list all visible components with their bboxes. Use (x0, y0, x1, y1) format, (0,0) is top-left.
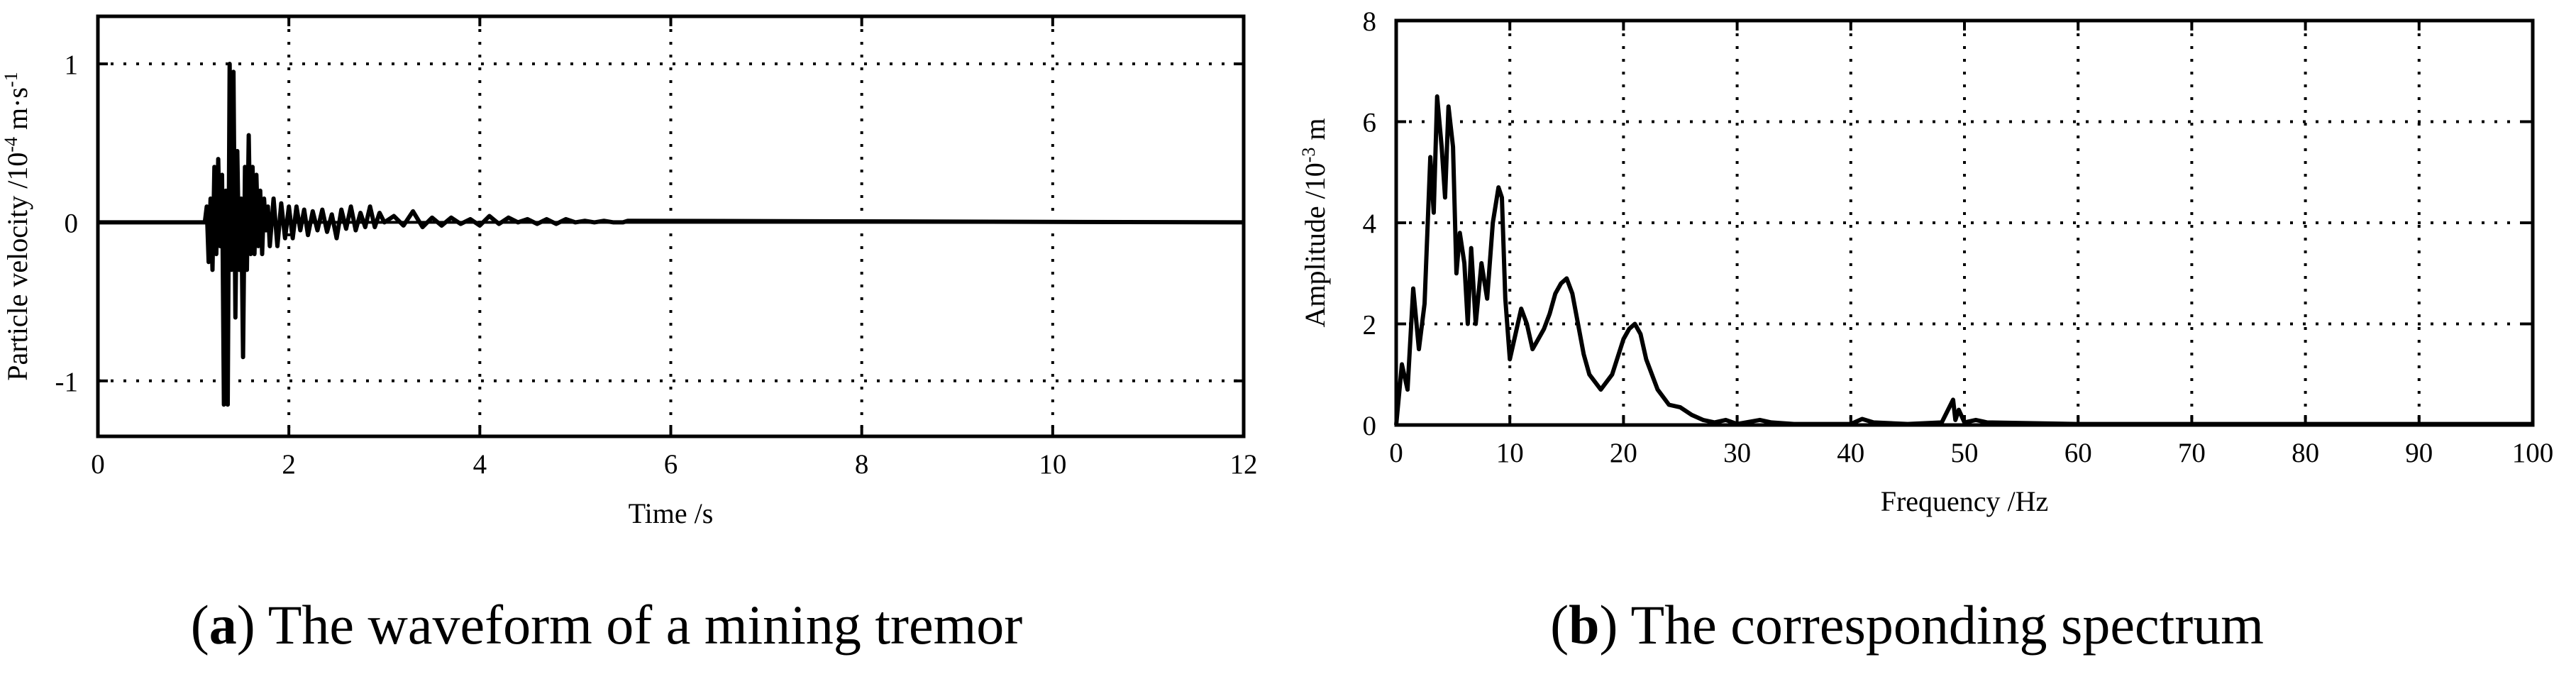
x-tick-label: 4 (473, 449, 487, 480)
x-tick-label: 10 (1039, 449, 1066, 480)
chart-spectrum: 0 10 20 30 40 50 60 70 80 90 100 0 2 4 6 8 Frequency /Hz… (1298, 6, 2554, 656)
y-tick-label: -1 (55, 367, 79, 397)
data-line (98, 62, 1244, 407)
x-axis-label: Time /s (629, 497, 714, 529)
y-tick-label: 0 (65, 208, 79, 238)
x-tick-label: 6 (664, 449, 678, 480)
x-tick-label: 50 (1951, 438, 1979, 468)
x-tick-label: 20 (1610, 438, 1637, 468)
y-tick-label: 2 (1363, 310, 1377, 341)
x-tick-label: 10 (1496, 438, 1524, 468)
y-tick-label: 6 (1363, 108, 1377, 138)
chart-caption: (b) The corresponding spectrum (1550, 594, 2264, 656)
y-tick-label: 4 (1363, 209, 1377, 239)
chart-waveform: 0 2 4 6 8 10 12 -1 0 1 Time /s Particle velocity /1… (1, 14, 1258, 656)
y-tick-label: 0 (1363, 411, 1377, 441)
plot-frame (1394, 18, 2535, 427)
x-tick-label: 100 (2512, 438, 2554, 468)
y-tick-label: 8 (1363, 6, 1377, 37)
x-tick-label: 0 (1389, 438, 1403, 468)
x-tick-label: 90 (2405, 438, 2433, 468)
data-line (1394, 94, 2533, 426)
x-tick-label: 30 (1723, 438, 1751, 468)
chart-caption: (a) The waveform of a mining tremor (191, 594, 1023, 656)
y-axis-label: Amplitude /10-3 m (1298, 118, 1332, 327)
x-axis-label: Frequency /Hz (1881, 485, 2049, 517)
x-tick-label: 60 (2064, 438, 2092, 468)
x-tick-label: 0 (91, 449, 105, 480)
x-tick-label: 40 (1837, 438, 1864, 468)
y-axis-label: Particle velocity /10-4 m·s-1 (1, 72, 34, 380)
x-tick-label: 80 (2292, 438, 2319, 468)
x-tick-label: 70 (2178, 438, 2206, 468)
x-tick-label: 12 (1230, 449, 1258, 480)
x-tick-label: 2 (282, 449, 296, 480)
y-tick-label: 1 (65, 50, 79, 80)
x-tick-label: 8 (855, 449, 869, 480)
